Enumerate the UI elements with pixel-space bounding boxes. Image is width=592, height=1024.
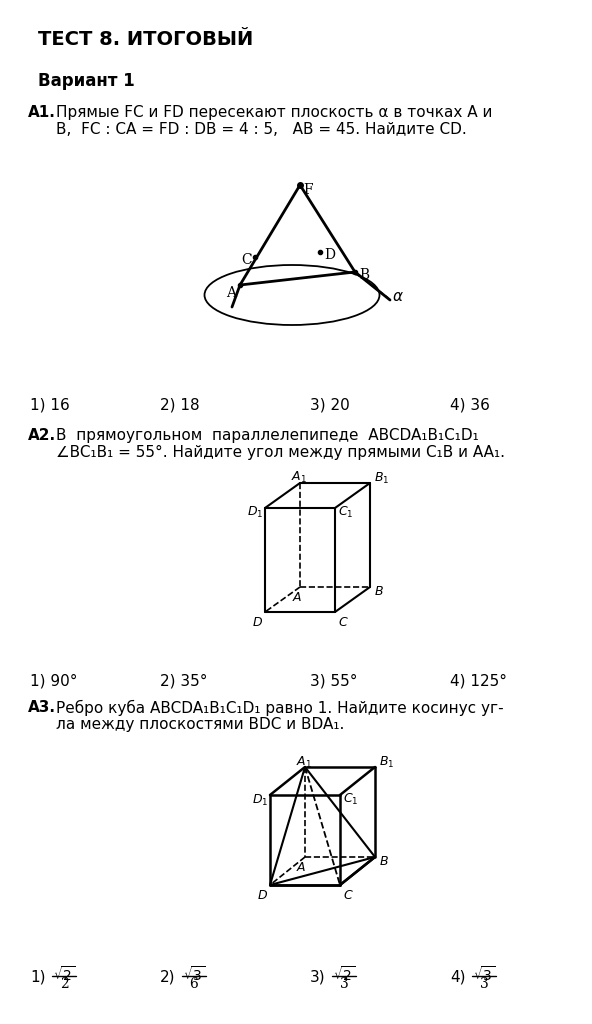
Text: 6: 6 [189, 977, 198, 991]
Text: $A_1$: $A_1$ [291, 470, 307, 485]
Text: ТЕСТ 8. ИТОГОВЫЙ: ТЕСТ 8. ИТОГОВЫЙ [38, 30, 253, 49]
Text: А3.: А3. [28, 700, 56, 715]
Text: 3: 3 [340, 977, 348, 991]
Text: Прямые FC и FD пересекают плоскость α в точках A и: Прямые FC и FD пересекают плоскость α в … [56, 105, 493, 120]
Text: Вариант 1: Вариант 1 [38, 72, 135, 90]
Text: $B_1$: $B_1$ [374, 471, 390, 486]
Text: $B_1$: $B_1$ [379, 755, 394, 770]
Text: $A$: $A$ [292, 591, 302, 604]
Text: ∠BC₁B₁ = 55°. Найдите угол между прямыми C₁B и AA₁.: ∠BC₁B₁ = 55°. Найдите угол между прямыми… [56, 445, 505, 460]
Text: C: C [241, 253, 252, 267]
Text: F: F [303, 183, 313, 197]
Text: $\sqrt{2}$: $\sqrt{2}$ [53, 965, 75, 984]
Text: 1) 16: 1) 16 [30, 398, 70, 413]
Text: 3: 3 [480, 977, 488, 991]
Text: $B$: $B$ [379, 855, 389, 868]
Text: $A$: $A$ [296, 861, 306, 874]
Text: ла между плоскостями BDC и BDA₁.: ла между плоскостями BDC и BDA₁. [56, 717, 345, 732]
Text: 4) 36: 4) 36 [450, 398, 490, 413]
Text: 4): 4) [450, 970, 465, 985]
Text: 3): 3) [310, 970, 326, 985]
Text: 3) 55°: 3) 55° [310, 673, 358, 688]
Text: $\sqrt{3}$: $\sqrt{3}$ [183, 965, 205, 984]
Text: 2: 2 [60, 977, 68, 991]
Text: $\sqrt{2}$: $\sqrt{2}$ [333, 965, 355, 984]
Text: 1): 1) [30, 970, 46, 985]
Text: 2) 35°: 2) 35° [160, 673, 208, 688]
Text: А2.: А2. [28, 428, 56, 443]
Text: $C_1$: $C_1$ [338, 505, 353, 520]
Text: Ребро куба ABCDA₁B₁C₁D₁ равно 1. Найдите косинус уг-: Ребро куба ABCDA₁B₁C₁D₁ равно 1. Найдите… [56, 700, 504, 716]
Text: D: D [324, 248, 335, 262]
Text: $D_1$: $D_1$ [252, 793, 268, 808]
Text: $\alpha$: $\alpha$ [392, 290, 404, 304]
Text: В  прямоугольном  параллелепипеде  ABCDA₁B₁C₁D₁: В прямоугольном параллелепипеде ABCDA₁B₁… [56, 428, 479, 443]
Text: A: A [226, 286, 236, 300]
Text: 2): 2) [160, 970, 175, 985]
Text: $\sqrt{3}$: $\sqrt{3}$ [473, 965, 495, 984]
Text: 3) 20: 3) 20 [310, 398, 350, 413]
Text: B,  FC : CA = FD : DB = 4 : 5,   AB = 45. Найдите CD.: B, FC : CA = FD : DB = 4 : 5, AB = 45. Н… [56, 122, 466, 137]
Text: $B$: $B$ [374, 585, 384, 598]
Text: B: B [359, 268, 369, 282]
Text: $C$: $C$ [343, 889, 353, 902]
Text: 2) 18: 2) 18 [160, 398, 200, 413]
Text: $C$: $C$ [338, 616, 349, 629]
Text: $D$: $D$ [252, 616, 263, 629]
Text: $D$: $D$ [257, 889, 268, 902]
Text: 4) 125°: 4) 125° [450, 673, 507, 688]
Text: А1.: А1. [28, 105, 56, 120]
Text: $D_1$: $D_1$ [247, 505, 263, 520]
Text: $C_1$: $C_1$ [343, 792, 359, 807]
Text: $A_1$: $A_1$ [296, 755, 312, 770]
Text: 1) 90°: 1) 90° [30, 673, 78, 688]
